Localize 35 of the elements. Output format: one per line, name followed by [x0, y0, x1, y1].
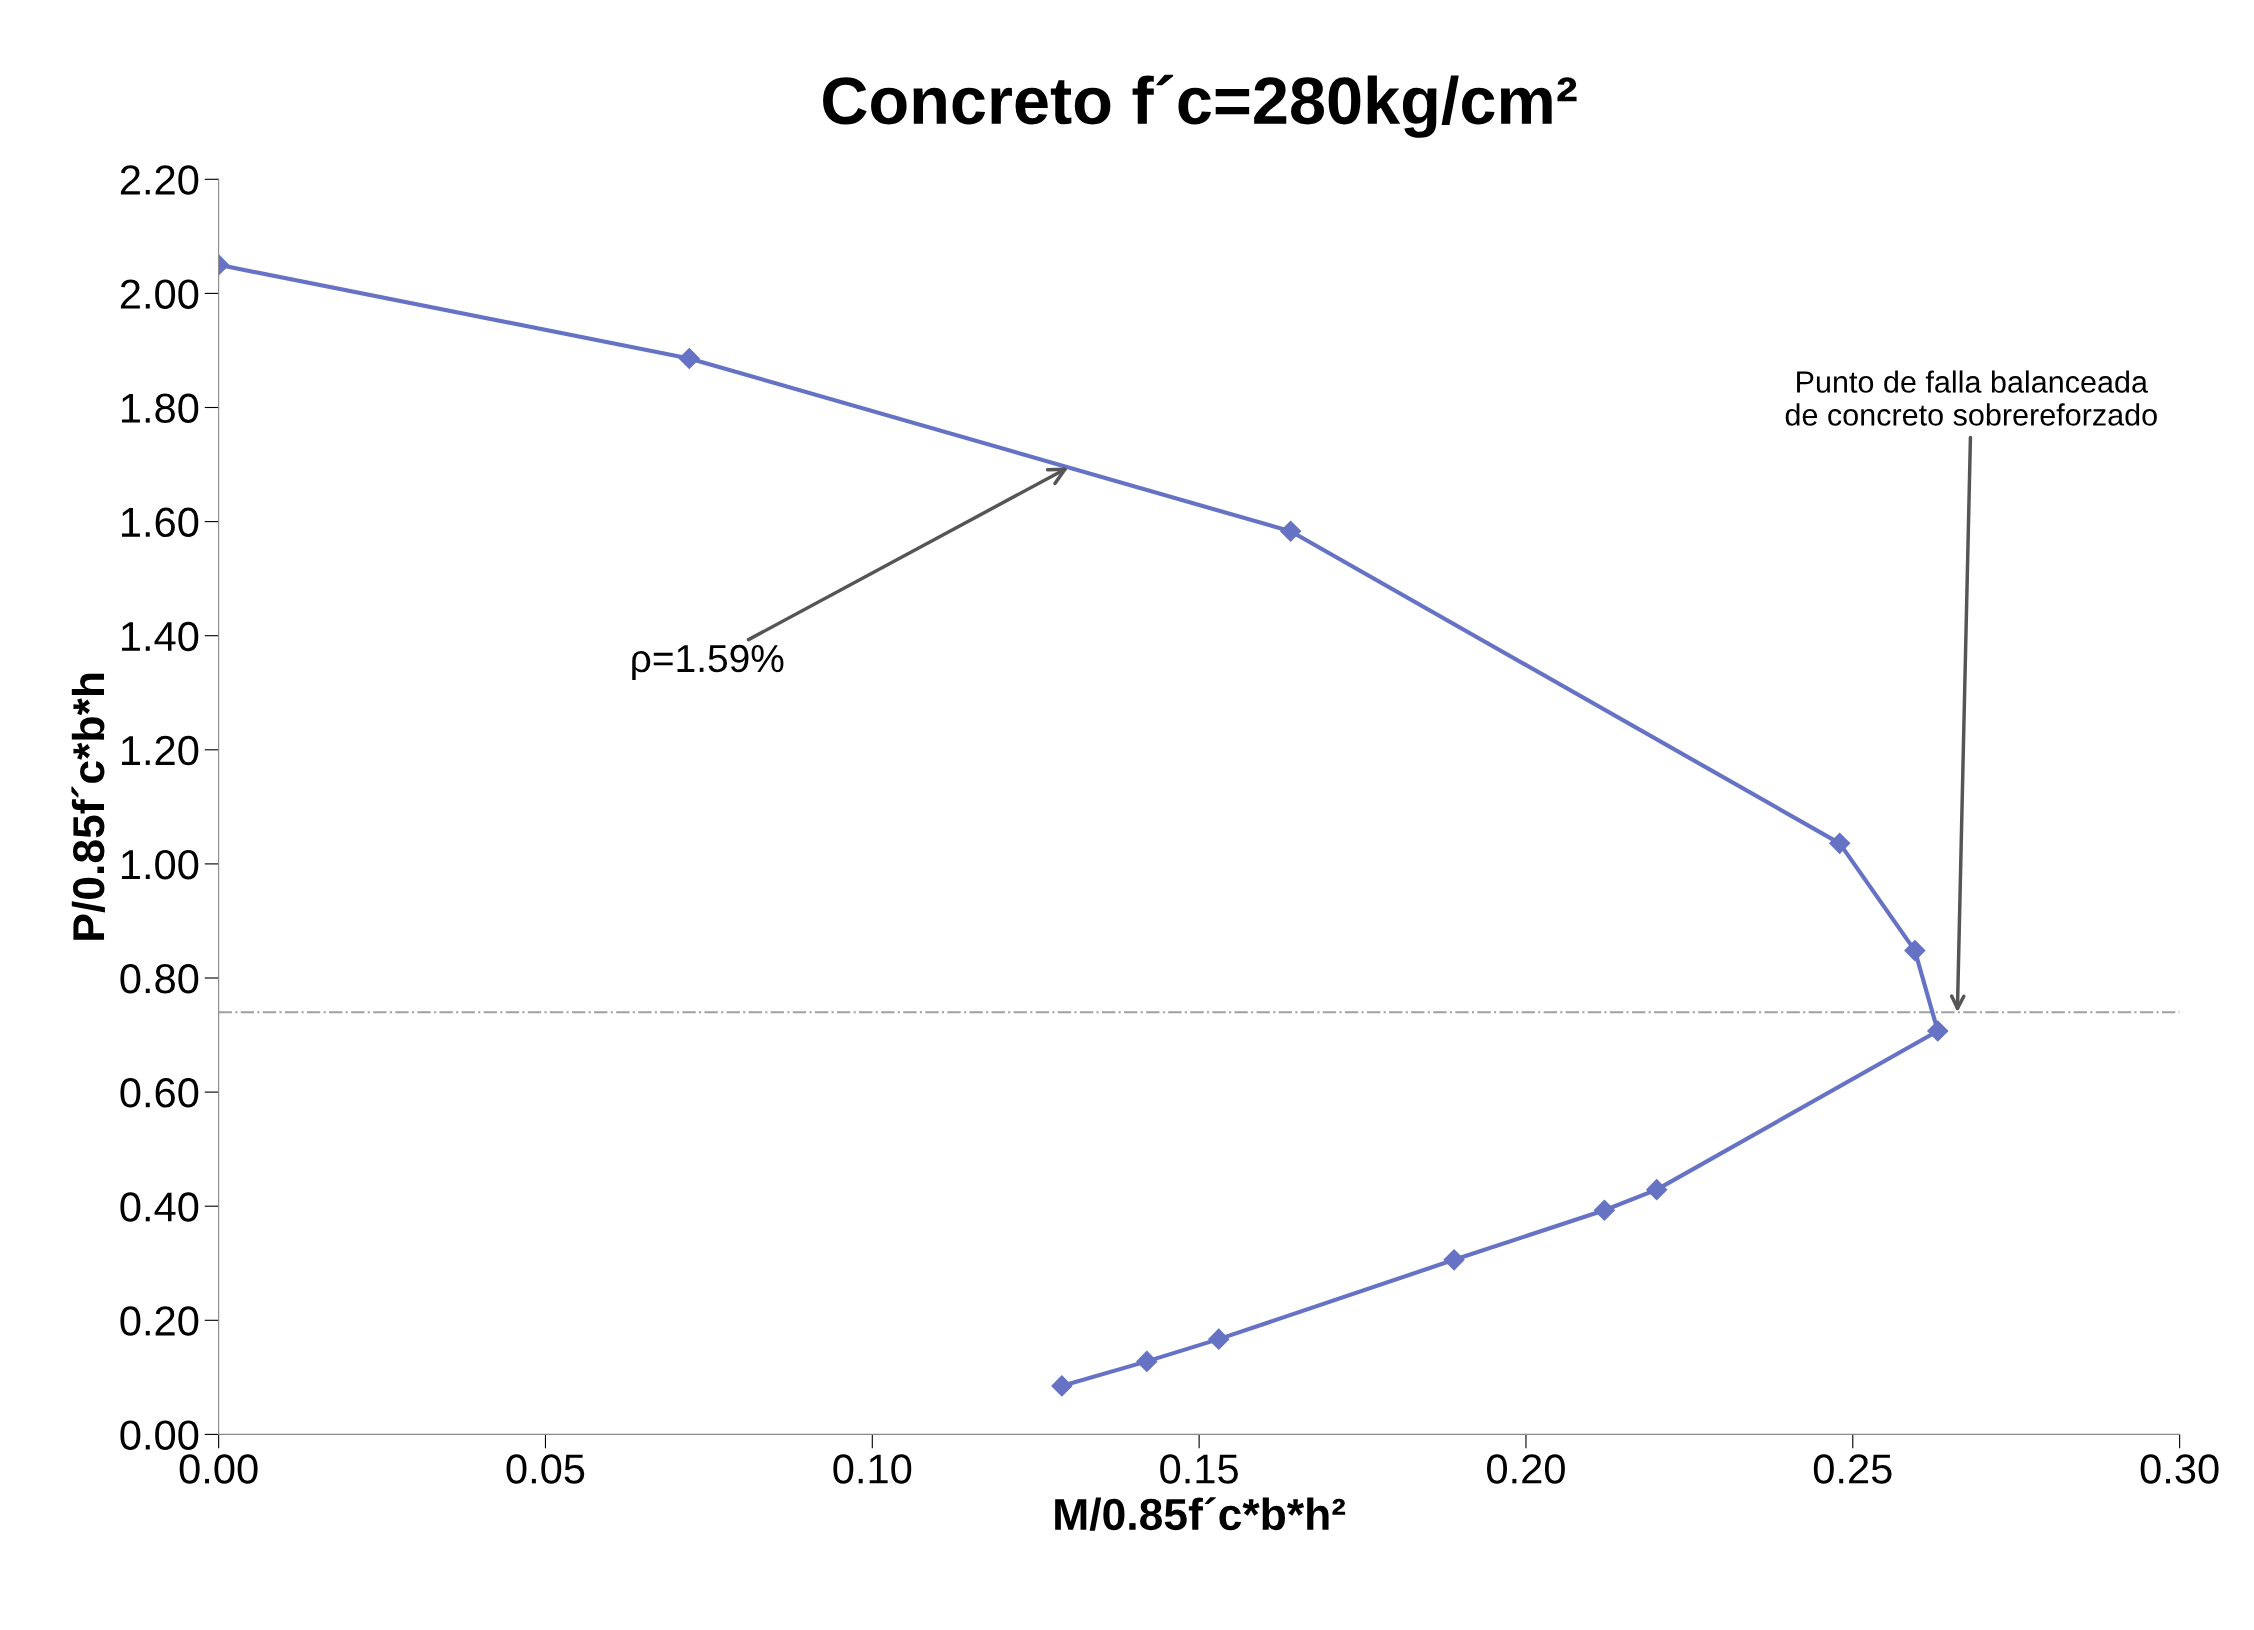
point	[1443, 1249, 1465, 1271]
x-tick-label: 0.15	[1160, 1454, 1238, 1484]
y-tick-label: 0.60	[120, 1078, 199, 1108]
y-tick-label: 1.80	[121, 393, 199, 424]
x-tick-label: 0.20	[1487, 1454, 1565, 1484]
y-tick-label: 1.20	[121, 735, 199, 766]
y-tick-label: 0.80	[120, 964, 199, 994]
y-tick-label: 2.00	[120, 279, 199, 309]
x-tick-label: 0.30	[2140, 1454, 2219, 1484]
chart-title: Concreto f´c=280kg/cm²	[823, 74, 1577, 138]
x-tick-label: 0.25	[1813, 1454, 1892, 1484]
x-tick-label: 0.10	[833, 1454, 912, 1484]
point	[1646, 1179, 1668, 1201]
point	[1208, 1328, 1230, 1350]
point	[1829, 832, 1851, 854]
point	[1280, 520, 1302, 542]
y-tick-label: 0.20	[120, 1306, 199, 1336]
x-tick-label: 0.05	[506, 1454, 585, 1484]
y-tick-label: 1.40	[121, 621, 199, 652]
y-tick-label: 1.00	[121, 849, 199, 880]
annotation: Punto de falla balanceada de concreto sobrereforzado	[1785, 370, 2157, 426]
point	[1136, 1350, 1158, 1372]
point	[1593, 1199, 1615, 1221]
y-tick-label: 2.20	[120, 165, 199, 195]
point	[1904, 940, 1926, 962]
x-tick-label: 0.00	[179, 1454, 258, 1484]
x-axis-title: M/0.85f´c*b*h²	[1055, 1497, 1346, 1531]
point	[1051, 1375, 1073, 1397]
annotation: ρ=1.59%	[632, 644, 784, 680]
point	[678, 347, 700, 369]
y-tick-label: 0.00	[120, 1420, 199, 1450]
y-tick-label: 1.60	[121, 507, 199, 538]
point	[1927, 1020, 1949, 1042]
y-axis-title: P/0.85f´c*b*h	[71, 673, 105, 940]
y-tick-label: 0.40	[120, 1192, 199, 1222]
